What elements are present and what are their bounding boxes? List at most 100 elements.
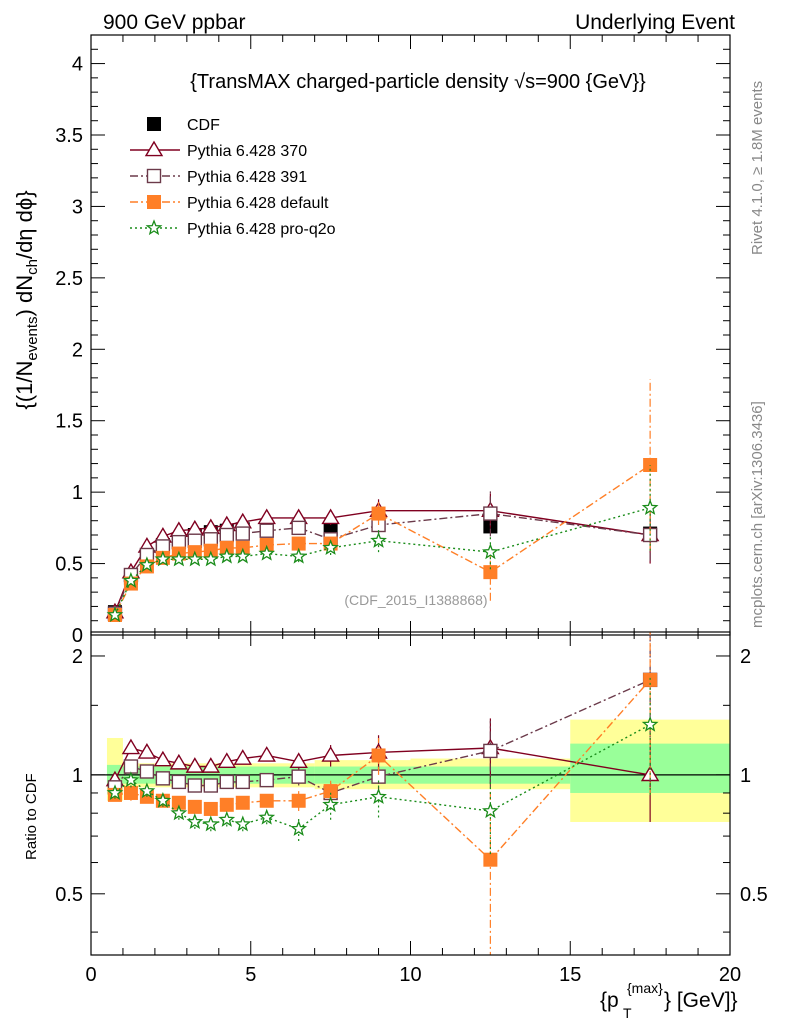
ratio-point <box>235 795 250 810</box>
ratio-point <box>169 753 189 770</box>
ratio-point <box>290 820 308 836</box>
y-label-part: {(1/N <box>12 361 37 410</box>
ratio-point <box>187 799 202 814</box>
x-label-part: {p <box>600 989 619 1012</box>
ratio-point <box>370 787 387 804</box>
x-tick-label: 0 <box>85 964 96 986</box>
main-y-tick-label: 1.5 <box>55 411 83 433</box>
main-series-pythia-6-428-pro-q2o <box>106 465 659 623</box>
x-label-part: } [GeV]} <box>664 989 738 1012</box>
main-y-tick-label: 1 <box>72 482 83 504</box>
ratio-point <box>234 815 252 832</box>
chart-title: {TransMAX charged-particle density √s=90… <box>190 71 646 93</box>
ratio-y-tick-label: 1 <box>72 765 83 787</box>
ratio-point <box>259 772 274 788</box>
ratio-y-tick-label: 2 <box>72 646 83 668</box>
ratio-y-tick-label: 0.5 <box>55 884 83 906</box>
legend-label: CDF <box>187 117 220 134</box>
legend-marker <box>145 219 163 236</box>
ratio-point <box>235 774 250 790</box>
ratio-y-tick-label-right: 1 <box>740 765 751 787</box>
ratio-y-tick-label-right: 2 <box>740 646 751 668</box>
ratio-point <box>187 778 203 793</box>
main-point <box>483 565 498 580</box>
legend-item-pythia-6-428-default: Pythia 6.428 default <box>130 195 329 212</box>
ratio-series-pythia-6-428-pro-q2o <box>106 675 659 855</box>
ratio-point <box>371 748 386 763</box>
ratio-point <box>171 774 187 790</box>
ratio-point <box>201 757 221 773</box>
legend: CDF Pythia 6.428 370 Pythia 6.428 391 Pythi… <box>130 117 336 238</box>
ratio-panel: 0.5 0.51 12 20 5 10 15 20 Ratio to CDF {pT{max}… <box>23 631 768 1021</box>
ratio-point <box>186 813 204 830</box>
legend-marker <box>147 117 161 131</box>
main-point <box>218 547 236 564</box>
main-point <box>370 531 387 548</box>
main-point <box>641 499 659 515</box>
legend-item-pythia-6-428-pro-q2o: Pythia 6.428 pro-q2o <box>130 219 336 238</box>
x-axis-label: {pT {max}} [GeV]} <box>600 980 738 1021</box>
main-point <box>235 526 250 541</box>
ratio-point <box>139 764 155 779</box>
main-point <box>321 508 340 525</box>
main-point <box>371 506 386 521</box>
ratio-point <box>482 802 499 819</box>
ratio-point <box>259 793 274 808</box>
ratio-point <box>106 784 124 801</box>
y-label-part: ) dN <box>12 275 37 317</box>
legend-label: Pythia 6.428 pro-q2o <box>187 221 336 238</box>
main-point <box>259 523 274 538</box>
legend-marker <box>144 140 164 157</box>
ratio-point <box>138 782 156 799</box>
ratio-point <box>233 749 252 765</box>
ratio-point <box>154 792 172 808</box>
y-label-subscript: events <box>24 316 41 360</box>
main-point <box>186 550 204 567</box>
ratio-y-label: Ratio to CDF <box>23 773 40 860</box>
ratio-point <box>289 752 308 768</box>
ratio-point <box>291 769 306 784</box>
ratio-point <box>137 743 157 759</box>
ratio-point <box>203 778 219 793</box>
header-left-label: 900 GeV ppbar <box>103 11 245 34</box>
ratio-point <box>202 815 220 832</box>
y-label-part: /dη dϕ} <box>12 190 37 259</box>
legend-label: Pythia 6.428 370 <box>187 143 307 160</box>
main-y-tick-label: 3 <box>72 196 83 218</box>
main-y-tick-label: 0 <box>72 625 83 647</box>
ratio-point <box>219 774 234 790</box>
main-panel: 0 0.5 1 1.5 2 2.5 3 3.5 4 {TransMAX charged-part… <box>12 34 731 647</box>
main-y-tick-label: 3.5 <box>55 125 83 147</box>
main-series-pythia-6-428-default <box>107 379 658 622</box>
main-y-tick-label: 2.5 <box>55 268 83 290</box>
ratio-point <box>322 795 340 812</box>
x-tick-label: 10 <box>399 964 421 986</box>
legend-marker <box>147 195 161 209</box>
ratio-point <box>219 797 234 812</box>
ratio-point <box>155 771 171 786</box>
main-point <box>202 550 220 567</box>
x-tick-label: 15 <box>559 964 581 986</box>
ratio-point <box>217 752 237 768</box>
ratio-point <box>483 852 498 867</box>
header-right-label: Underlying Event <box>575 11 735 34</box>
legend-item-pythia-6-428-391: Pythia 6.428 391 <box>130 168 307 186</box>
x-tick-label: 5 <box>245 964 256 986</box>
ratio-line-pythia-6-428-pro-q2o <box>114 724 651 830</box>
ratio-point <box>121 738 141 755</box>
x-tick-label: 20 <box>719 964 741 986</box>
main-point <box>138 556 156 573</box>
ratio-point <box>170 804 188 821</box>
ratio-point <box>641 715 659 732</box>
main-point <box>234 547 252 564</box>
ratio-point <box>257 746 276 762</box>
ratio-point <box>122 771 140 788</box>
main-y-tick-label: 0.5 <box>55 554 83 576</box>
y-label-subscript: ch <box>24 259 41 275</box>
legend-marker <box>146 168 162 184</box>
main-point <box>322 539 339 555</box>
main-point <box>482 543 499 560</box>
main-y-tick-label: 2 <box>72 339 83 361</box>
main-point <box>170 550 188 567</box>
